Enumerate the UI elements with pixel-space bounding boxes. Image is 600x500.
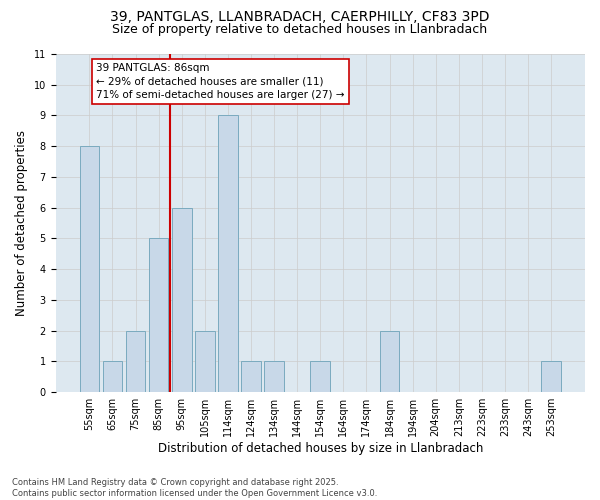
Text: Contains HM Land Registry data © Crown copyright and database right 2025.
Contai: Contains HM Land Registry data © Crown c… <box>12 478 377 498</box>
Text: Size of property relative to detached houses in Llanbradach: Size of property relative to detached ho… <box>112 22 488 36</box>
Bar <box>380 330 400 392</box>
Bar <box>80 146 99 392</box>
Text: 39, PANTGLAS, LLANBRADACH, CAERPHILLY, CF83 3PD: 39, PANTGLAS, LLANBRADACH, CAERPHILLY, C… <box>110 10 490 24</box>
X-axis label: Distribution of detached houses by size in Llanbradach: Distribution of detached houses by size … <box>158 442 483 455</box>
Bar <box>310 362 330 392</box>
Y-axis label: Number of detached properties: Number of detached properties <box>15 130 28 316</box>
Bar <box>172 208 191 392</box>
Bar <box>264 362 284 392</box>
Bar <box>126 330 145 392</box>
Bar <box>195 330 215 392</box>
Bar <box>149 238 169 392</box>
Bar <box>541 362 561 392</box>
Bar <box>241 362 261 392</box>
Text: 39 PANTGLAS: 86sqm
← 29% of detached houses are smaller (11)
71% of semi-detache: 39 PANTGLAS: 86sqm ← 29% of detached hou… <box>97 63 345 100</box>
Bar <box>218 116 238 392</box>
Bar <box>103 362 122 392</box>
